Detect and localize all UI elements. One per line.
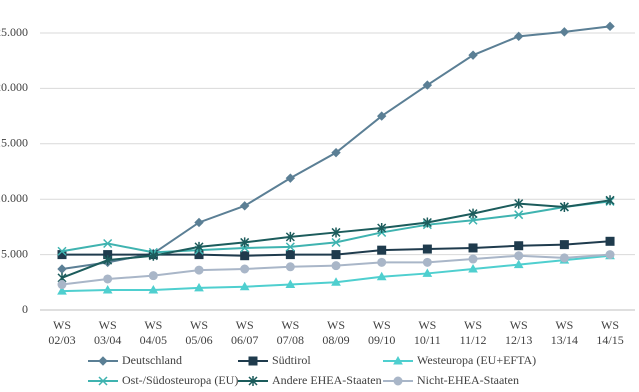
marker [285,242,295,252]
marker [148,271,158,281]
marker [422,257,432,267]
x-tick-label: WS 08/09 [322,318,350,347]
x-tick-label: WS 09/10 [368,318,396,347]
marker [148,250,158,261]
marker [194,282,204,292]
x-tick-label: WS 11/12 [459,318,487,347]
marker [468,50,478,60]
marker [468,263,478,273]
y-tick-label: 10.000 [0,191,28,205]
marker [240,237,250,248]
legend-label: Andere EHEA-Staaten [272,373,382,387]
marker [468,208,478,219]
legend-label: Westeuropa (EU+EFTA) [417,353,536,367]
marker [57,246,67,256]
x-tick-label: WS 03/04 [93,318,122,347]
marker [148,285,159,294]
marker [194,241,204,252]
marker [377,223,387,234]
marker [376,271,387,281]
marker [605,236,615,246]
marker [377,245,387,255]
marker [248,376,258,386]
marker [103,255,113,266]
marker [513,259,524,269]
marker [559,201,569,212]
marker [605,250,615,260]
marker [285,231,295,242]
marker [239,281,250,291]
marker [240,264,250,274]
marker [514,210,524,220]
marker [240,251,250,261]
marker [285,173,296,183]
marker [559,240,569,250]
marker [422,244,432,254]
legend-label: Südtirol [272,353,311,367]
marker [422,268,433,277]
marker [331,147,341,158]
marker [285,250,295,260]
legend-label: Deutschland [122,353,182,367]
y-tick-label: 5.000 [1,246,28,260]
marker [57,264,67,274]
marker [98,356,108,366]
marker [559,27,570,37]
marker [57,280,67,290]
series-line [61,254,611,293]
x-tick-label: WS 05/06 [185,318,213,347]
marker [331,277,341,286]
x-tick-label: WS 10/11 [413,318,441,347]
marker [331,261,341,271]
legend-label: Nicht-EHEA-Staaten [417,373,519,387]
marker [194,217,204,228]
marker [98,376,108,386]
y-tick-label: 15.000 [0,136,28,150]
marker [514,251,524,261]
y-tick-label: 25.000 [0,25,28,39]
x-tick-label: WS 04/05 [139,318,167,347]
marker [285,262,295,272]
marker [377,257,387,267]
marker [57,286,67,295]
marker [422,80,433,90]
marker [102,285,113,294]
marker [514,198,524,209]
x-tick-label: WS 07/08 [276,318,305,347]
marker [468,254,478,264]
marker [513,31,524,42]
marker [103,274,113,284]
x-tick-label: WS 02/03 [48,318,76,347]
marker [393,355,403,365]
x-tick-label: WS 14/15 [596,318,624,347]
legend-label: Ost-/Südosteuropa (EU) [122,373,238,387]
marker [393,376,403,386]
x-tick-label: WS 12/13 [505,318,533,347]
marker [605,21,615,32]
y-tick-label: 20.000 [0,80,28,94]
marker [248,356,258,366]
marker [468,215,478,225]
marker [514,241,524,251]
marker [605,195,615,206]
marker [559,253,569,263]
marker [103,238,113,249]
marker [376,111,387,121]
marker [422,217,432,228]
marker [468,243,478,253]
x-tick-label: WS 13/14 [550,318,579,347]
marker [194,265,204,275]
marker [331,227,341,238]
marker [331,250,341,260]
marker [239,201,250,211]
marker [285,279,296,289]
marker [331,237,341,247]
y-tick-label: 0 [22,302,28,316]
x-tick-label: WS 06/07 [231,318,259,347]
